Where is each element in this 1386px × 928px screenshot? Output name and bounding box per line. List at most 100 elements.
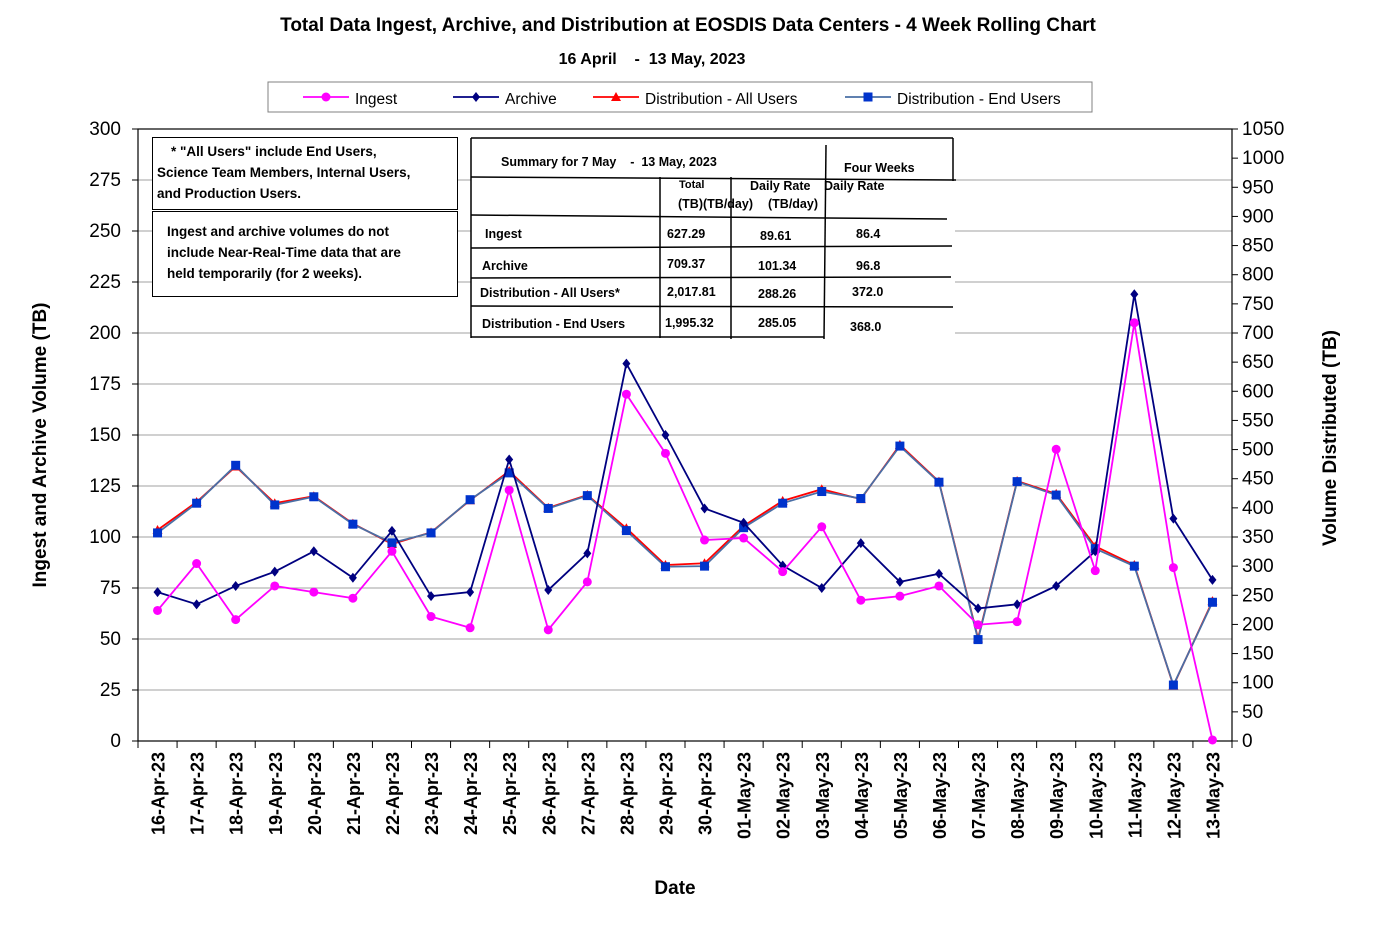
row-daily-archive: 101.34 bbox=[758, 259, 797, 273]
y-tick-label-right: 500 bbox=[1242, 440, 1274, 461]
x-tick-label: 03-May-23 bbox=[813, 752, 833, 839]
data-point bbox=[466, 587, 475, 598]
y-tick-label-right: 650 bbox=[1242, 352, 1274, 373]
row-total-dist-all: 2,017.81 bbox=[667, 285, 716, 299]
x-tick-label: 02-May-23 bbox=[774, 752, 794, 839]
data-point bbox=[1051, 444, 1061, 454]
x-tick-label: 04-May-23 bbox=[852, 752, 872, 839]
row-daily-dist-all: 288.26 bbox=[758, 287, 797, 301]
y-tick-label-right: 550 bbox=[1242, 410, 1274, 431]
y-tick-label-left: 200 bbox=[89, 323, 121, 344]
y-tick-label-right: 50 bbox=[1242, 702, 1263, 723]
data-point bbox=[700, 503, 709, 514]
data-point bbox=[153, 605, 163, 615]
y-tick-label-left: 150 bbox=[89, 425, 121, 446]
data-point bbox=[543, 503, 553, 513]
x-tick-label: 27-Apr-23 bbox=[578, 752, 598, 835]
data-point bbox=[621, 389, 631, 399]
row-total-ingest: 627.29 bbox=[667, 227, 706, 241]
row-fourweek-archive: 96.8 bbox=[856, 259, 881, 273]
series-layer bbox=[152, 289, 1218, 745]
y-tick-label-right: 400 bbox=[1242, 498, 1274, 519]
col-tb: (TB) bbox=[678, 197, 703, 211]
y-tick-label-right: 350 bbox=[1242, 527, 1274, 548]
data-point bbox=[309, 546, 318, 557]
data-point bbox=[153, 528, 163, 538]
data-point bbox=[192, 599, 201, 610]
col-daily-rate-2: Daily Rate bbox=[824, 179, 885, 193]
ingest-archive-note: Ingest and archive volumes do not includ… bbox=[152, 211, 458, 297]
row-label-dist-end: Distribution - End Users bbox=[482, 317, 626, 331]
data-point bbox=[1012, 617, 1022, 627]
legend-label: Ingest bbox=[355, 91, 398, 108]
note-line: * "All Users" include End Users, bbox=[171, 144, 377, 159]
y-tick-label-right: 1000 bbox=[1242, 148, 1284, 169]
data-point bbox=[621, 526, 631, 536]
data-point bbox=[778, 498, 788, 508]
data-point bbox=[1130, 289, 1139, 300]
chart-title: Total Data Ingest, Archive, and Distribu… bbox=[280, 15, 1096, 36]
col-daily-unit-2: (TB/day) bbox=[768, 197, 818, 211]
col-total: Total bbox=[679, 179, 705, 191]
data-point bbox=[582, 491, 592, 501]
y-tick-label-right: 200 bbox=[1242, 614, 1274, 635]
row-label-archive: Archive bbox=[482, 259, 528, 273]
data-point bbox=[1052, 580, 1061, 591]
legend-marker bbox=[863, 92, 873, 102]
y-tick-label-right: 900 bbox=[1242, 206, 1274, 227]
x-tick-label: 11-May-23 bbox=[1125, 752, 1145, 838]
y-tick-label-left: 75 bbox=[100, 578, 121, 599]
series-ingest bbox=[153, 318, 1217, 745]
x-tick-label: 23-Apr-23 bbox=[422, 752, 442, 835]
legend-marker bbox=[472, 92, 480, 102]
data-point bbox=[895, 591, 905, 601]
data-point bbox=[426, 612, 436, 622]
chart-subtitle: 16 April - 13 May, 2023 bbox=[558, 51, 746, 68]
x-tick-label: 18-Apr-23 bbox=[227, 752, 247, 835]
y-tick-label-left: 275 bbox=[89, 170, 121, 191]
x-tick-label: 06-May-23 bbox=[930, 752, 950, 839]
legend-marker bbox=[611, 92, 621, 101]
data-point bbox=[1207, 735, 1217, 745]
data-point bbox=[1168, 563, 1178, 573]
data-point bbox=[465, 623, 475, 633]
x-tick-label: 21-Apr-23 bbox=[344, 752, 364, 835]
data-point bbox=[270, 500, 280, 510]
data-point bbox=[700, 535, 710, 545]
summary-title: Summary for 7 May - 13 May, 2023 bbox=[501, 155, 717, 169]
data-point bbox=[1207, 597, 1217, 607]
data-point bbox=[934, 581, 944, 591]
data-point bbox=[778, 567, 788, 577]
data-point bbox=[505, 454, 514, 465]
data-point bbox=[544, 585, 553, 596]
data-point bbox=[192, 559, 202, 569]
data-point bbox=[739, 517, 748, 528]
all-users-note: * "All Users" include End Users, Science… bbox=[152, 137, 458, 210]
x-tick-label: 30-Apr-23 bbox=[696, 752, 716, 835]
row-fourweek-dist-end: 368.0 bbox=[850, 320, 882, 334]
legend-marker bbox=[321, 92, 331, 102]
row-label-ingest: Ingest bbox=[485, 227, 522, 241]
x-axis-label: Date bbox=[654, 878, 696, 899]
y-tick-label-right: 100 bbox=[1242, 673, 1274, 694]
y-tick-label-right: 250 bbox=[1242, 585, 1274, 606]
row-daily-dist-end: 285.05 bbox=[758, 316, 797, 330]
summary-table-lines bbox=[470, 137, 956, 339]
y-tick-label-right: 750 bbox=[1242, 294, 1274, 315]
data-point bbox=[974, 603, 983, 614]
data-point bbox=[1169, 513, 1178, 524]
note-line: and Production Users. bbox=[157, 186, 302, 201]
data-point bbox=[1090, 566, 1100, 576]
data-point bbox=[583, 548, 592, 559]
col-daily-rate: Daily Rate bbox=[750, 179, 811, 193]
data-point bbox=[817, 583, 826, 593]
row-total-dist-end: 1,995.32 bbox=[665, 316, 714, 330]
data-point bbox=[973, 620, 983, 630]
data-point bbox=[1012, 477, 1022, 487]
data-point bbox=[427, 591, 436, 602]
y-tick-label-left: 0 bbox=[110, 731, 121, 752]
data-point bbox=[1168, 680, 1178, 690]
x-tick-label: 29-Apr-23 bbox=[656, 752, 676, 835]
note-line: Ingest and archive volumes do not bbox=[167, 224, 390, 239]
